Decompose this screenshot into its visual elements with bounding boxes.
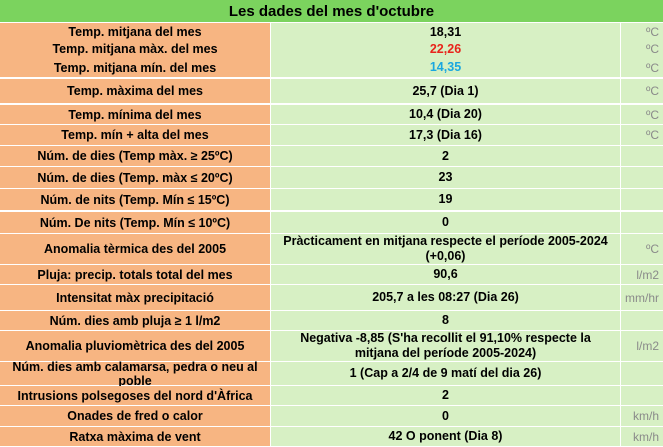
row-label: Anomalia pluviomètrica des del 2005 <box>0 331 271 362</box>
row-value: 10,4 (Dia 20) <box>271 105 621 125</box>
table-row: Pluja: precip. totals total del mes 90,6 l… <box>0 265 663 285</box>
row-unit <box>621 189 663 211</box>
table-row: Núm. dies amb pluja ≥ 1 l/m2 8 <box>0 311 663 331</box>
row-unit: ºC <box>621 234 663 265</box>
table-row: Ratxa màxima de vent 42 O ponent (Dia 8) k… <box>0 427 663 447</box>
row-label: Núm. De nits (Temp. Mín ≤ 10ºC) <box>0 212 271 234</box>
table-row: Núm. dies amb calamarsa, pedra o neu al … <box>0 360 663 388</box>
row-label: Temp. mín + alta del mes <box>0 125 271 146</box>
row-label: Pluja: precip. totals total del mes <box>0 265 271 285</box>
row-value: 23 <box>271 167 621 189</box>
table-row: Temp. mitjana mín. del mes 14,35 ºC <box>0 58 663 78</box>
row-unit: ºC <box>621 105 663 125</box>
row-unit: mm/hr <box>621 285 663 311</box>
row-label: Temp. mínima del mes <box>0 105 271 125</box>
row-value: 14,35 <box>271 58 621 78</box>
table-row: Intensitat màx precipitació 205,7 a les 0… <box>0 285 663 311</box>
table-row: Onades de fred o calor 0 km/h <box>0 406 663 427</box>
row-label: Núm. de dies (Temp màx. ≥ 25ºC) <box>0 146 271 167</box>
row-label: Intensitat màx precipitació <box>0 285 271 311</box>
row-value: 8 <box>271 311 621 331</box>
row-value: 19 <box>271 189 621 211</box>
row-value: 90,6 <box>271 265 621 285</box>
row-label: Onades de fred o calor <box>0 406 271 427</box>
row-label: Temp. mitjana màx. del mes <box>0 40 271 59</box>
row-unit <box>621 167 663 189</box>
row-label: Temp. màxima del mes <box>0 79 271 104</box>
row-value: 2 <box>271 146 621 167</box>
row-label: Ratxa màxima de vent <box>0 427 271 447</box>
row-unit: l/m2 <box>621 265 663 285</box>
row-value: 25,7 (Dia 1) <box>271 79 621 104</box>
row-value: 0 <box>271 406 621 427</box>
row-unit: ºC <box>621 79 663 104</box>
row-label: Núm. dies amb pluja ≥ 1 l/m2 <box>0 311 271 331</box>
row-unit: km/h <box>621 406 663 427</box>
row-unit <box>621 212 663 234</box>
table-row: Temp. mitjana màx. del mes 22,26 ºC <box>0 40 663 59</box>
table-row: Anomalia pluviomètrica des del 2005 Negat… <box>0 331 663 362</box>
row-value: 17,3 (Dia 16) <box>271 125 621 146</box>
row-value: 0 <box>271 212 621 234</box>
row-label: Núm. de nits (Temp. Mín ≤ 15ºC) <box>0 189 271 211</box>
table-row: Temp. mín + alta del mes 17,3 (Dia 16) ºC <box>0 125 663 146</box>
row-value: 2 <box>271 386 621 406</box>
table-row: Núm. de dies (Temp. màx ≤ 20ºC) 23 <box>0 167 663 189</box>
row-label: Núm. de dies (Temp. màx ≤ 20ºC) <box>0 167 271 189</box>
row-unit: ºC <box>621 40 663 59</box>
row-unit: ºC <box>621 58 663 78</box>
row-value: 22,26 <box>271 40 621 59</box>
table-title: Les dades del mes d'octubre <box>0 0 663 23</box>
row-unit <box>621 311 663 331</box>
table-row: Núm. De nits (Temp. Mín ≤ 10ºC) 0 <box>0 212 663 234</box>
row-label: Núm. dies amb calamarsa, pedra o neu al … <box>0 360 271 388</box>
table-row: Núm. de dies (Temp màx. ≥ 25ºC) 2 <box>0 146 663 167</box>
row-unit: km/h <box>621 427 663 447</box>
row-value: 1 (Cap a 2/4 de 9 matí del dia 26) <box>271 362 621 386</box>
row-label: Temp. mitjana mín. del mes <box>0 58 271 78</box>
row-unit <box>621 362 663 386</box>
row-label: Intrusions polsegoses del nord d'Àfrica <box>0 386 271 406</box>
row-unit <box>621 146 663 167</box>
table-row: Temp. mínima del mes 10,4 (Dia 20) ºC <box>0 105 663 125</box>
row-value: Negativa -8,85 (S'ha recollit el 91,10% … <box>271 331 621 362</box>
row-unit: ºC <box>621 125 663 146</box>
row-unit: l/m2 <box>621 331 663 362</box>
table-row: Anomalia tèrmica des del 2005 Pràcticamen… <box>0 234 663 265</box>
table-row: Temp. màxima del mes 25,7 (Dia 1) ºC <box>0 79 663 104</box>
table-row: Núm. de nits (Temp. Mín ≤ 15ºC) 19 <box>0 189 663 211</box>
row-label: Anomalia tèrmica des del 2005 <box>0 234 271 265</box>
row-value: Pràcticament en mitjana respecte el perí… <box>271 234 621 265</box>
row-value: 42 O ponent (Dia 8) <box>271 427 621 447</box>
table-row: Intrusions polsegoses del nord d'Àfrica 2 <box>0 386 663 406</box>
row-value: 205,7 a les 08:27 (Dia 26) <box>271 285 621 311</box>
row-unit <box>621 386 663 406</box>
